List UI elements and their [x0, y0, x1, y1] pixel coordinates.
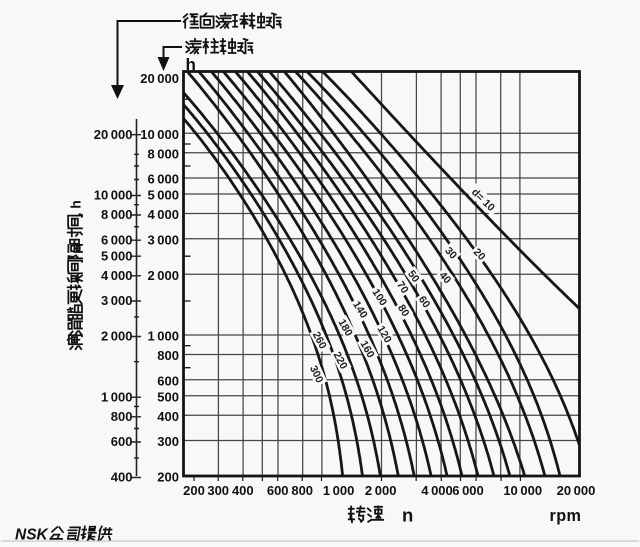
svg-text:n: n: [402, 505, 413, 526]
svg-text:300: 300: [207, 483, 229, 498]
svg-text:400: 400: [157, 409, 179, 424]
svg-text:5 000: 5 000: [147, 188, 179, 203]
svg-text:600: 600: [111, 434, 133, 449]
svg-text:2 000: 2 000: [101, 329, 133, 344]
svg-text:1 000: 1 000: [323, 483, 355, 498]
svg-text:800: 800: [291, 483, 313, 498]
svg-text:4 000: 4 000: [421, 483, 453, 498]
svg-text:6 000: 6 000: [147, 172, 179, 187]
svg-text:NSK: NSK: [15, 527, 50, 543]
svg-text:200: 200: [157, 470, 179, 485]
svg-text:10 000: 10 000: [503, 483, 542, 498]
svg-text:4 000: 4 000: [147, 207, 179, 222]
svg-text:rpm: rpm: [550, 507, 582, 525]
svg-text:20 000: 20 000: [94, 127, 133, 142]
svg-text:800: 800: [111, 409, 133, 424]
svg-text:800: 800: [157, 348, 179, 363]
svg-text:20 000: 20 000: [140, 71, 179, 86]
svg-text:3 000: 3 000: [101, 293, 133, 308]
svg-text:60: 60: [416, 294, 433, 311]
svg-text:600: 600: [267, 483, 289, 498]
svg-text:2 000: 2 000: [365, 483, 397, 498]
svg-text:10 000: 10 000: [140, 127, 179, 142]
svg-text:1 000: 1 000: [147, 329, 179, 344]
svg-text:80: 80: [395, 303, 412, 320]
svg-text:300: 300: [157, 434, 179, 449]
svg-text:, h: , h: [68, 200, 84, 216]
svg-text:400: 400: [111, 470, 133, 485]
svg-text:600: 600: [157, 373, 179, 388]
svg-text:400: 400: [232, 483, 254, 498]
svg-text:10 000: 10 000: [94, 188, 133, 203]
svg-text:500: 500: [157, 389, 179, 404]
svg-text:1 000: 1 000: [101, 389, 133, 404]
svg-text:4 000: 4 000: [101, 268, 133, 283]
svg-text:3 000: 3 000: [147, 232, 179, 247]
svg-text:8 000: 8 000: [101, 207, 133, 222]
svg-text:200: 200: [183, 483, 205, 498]
svg-text:20 000: 20 000: [557, 483, 596, 498]
svg-text:6 000: 6 000: [452, 483, 484, 498]
svg-text:50: 50: [405, 268, 422, 285]
svg-text:2 000: 2 000: [147, 268, 179, 283]
svg-text:5 000: 5 000: [101, 248, 133, 263]
svg-text:70: 70: [394, 279, 411, 296]
svg-text:6 000: 6 000: [101, 232, 133, 247]
svg-text:8 000: 8 000: [147, 147, 179, 162]
svg-text:h: h: [186, 55, 196, 74]
